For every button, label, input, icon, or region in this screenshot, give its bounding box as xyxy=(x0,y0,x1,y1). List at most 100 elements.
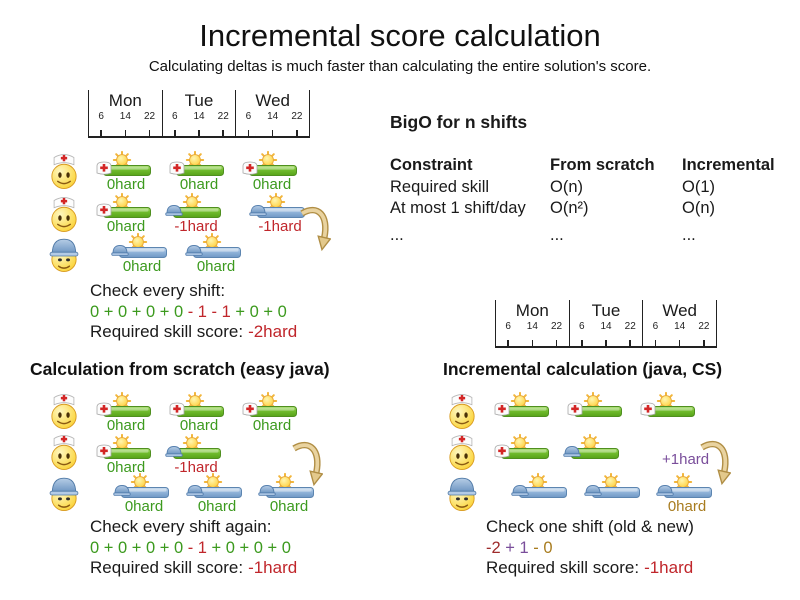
bigo-cell: Required skill xyxy=(390,177,490,196)
check-title: Check every shift again: xyxy=(90,517,272,536)
shift-chip xyxy=(496,391,552,433)
hour-label: 22 xyxy=(698,321,710,332)
score-label: Required skill score: xyxy=(90,322,244,341)
bigo-section: BigO for n shifts Constraint From scratc… xyxy=(390,112,792,246)
nurse-emoji xyxy=(46,194,82,234)
sum-green: + 0 + 0 + 0 xyxy=(206,539,291,557)
builder-emoji xyxy=(46,234,82,274)
curved-arrow-icon xyxy=(291,441,323,493)
bigo-cell: O(1) xyxy=(682,177,715,196)
nurse-cap-icon xyxy=(168,401,186,416)
score-line: Required skill score: -2hard xyxy=(90,322,297,342)
shift-chip xyxy=(569,391,625,433)
curved-arrow-icon xyxy=(299,206,331,258)
bigo-table: Constraint From scratch Incremental Requ… xyxy=(390,155,792,246)
nurse-emoji xyxy=(444,432,480,472)
day-label: Tue xyxy=(591,301,621,320)
tick-mark xyxy=(247,130,250,136)
helmet-icon xyxy=(249,202,267,217)
bigo-heading: BigO for n shifts xyxy=(390,112,528,132)
helmet-icon xyxy=(563,443,581,458)
shift-chip xyxy=(587,472,643,514)
tick-mark xyxy=(605,340,607,346)
sum-red: -2 xyxy=(486,539,501,557)
shift-chip: -1hard xyxy=(249,192,308,235)
timeline-day-tue: Tue 6 14 22 xyxy=(161,90,236,136)
bigo-cell: O(n) xyxy=(550,177,583,196)
tick-mark xyxy=(124,130,127,136)
helmet-icon xyxy=(511,482,529,497)
nurse-cap-icon xyxy=(95,443,113,458)
hour-label: 14 xyxy=(674,321,686,332)
tick-mark xyxy=(507,340,509,346)
check-title: Check one shift (old & new) xyxy=(486,517,694,536)
nurse-cap-icon xyxy=(95,202,113,217)
shift-chip: 0hard xyxy=(98,391,154,434)
helmet-icon xyxy=(113,482,131,497)
tick-mark xyxy=(148,130,151,136)
curved-arrow-icon xyxy=(699,440,731,492)
bigo-cell: ... xyxy=(682,225,696,244)
scratch-heading: Calculation from scratch (easy java) xyxy=(30,359,330,379)
shift-score: 0hard xyxy=(124,498,164,515)
timeline-day-wed: Wed 6 14 22 xyxy=(642,300,718,346)
shift-score: 0hard xyxy=(122,258,162,275)
shift-score: -1hard xyxy=(174,218,218,235)
hour-label: 6 xyxy=(98,111,104,122)
tick-mark xyxy=(581,340,583,346)
score-value: -1hard xyxy=(644,558,694,577)
shift-chip: 0hard xyxy=(188,232,244,275)
shift-score: -1hard xyxy=(258,218,302,235)
hour-label: 14 xyxy=(600,321,612,332)
bigo-cell: ... xyxy=(390,225,404,244)
page-title: Incremental score calculation xyxy=(199,18,601,53)
shift-score: 0hard xyxy=(197,498,237,515)
tick-mark xyxy=(271,130,274,136)
shift-chip: 0hard xyxy=(95,433,154,476)
score-value: -2hard xyxy=(248,322,298,341)
helmet-icon xyxy=(258,482,276,497)
tick-mark xyxy=(531,340,534,346)
helmet-icon xyxy=(656,482,674,497)
shift-chip: 0hard xyxy=(114,232,170,275)
tick-mark xyxy=(678,340,681,346)
shift-score: 0hard xyxy=(179,176,219,193)
shift-chip: 0hard xyxy=(244,391,300,434)
helmet-icon xyxy=(584,482,602,497)
shift-score: 0hard xyxy=(269,498,309,515)
shift-score: 0hard xyxy=(106,176,146,193)
shift-score: 0hard xyxy=(252,176,292,193)
hour-label: 22 xyxy=(624,321,636,332)
nurse-cap-icon xyxy=(95,160,113,175)
sum-red: - 1 - 1 xyxy=(183,303,231,321)
hour-label: 6 xyxy=(172,111,178,122)
shift-score: 0hard xyxy=(667,498,707,515)
shift-chip xyxy=(514,472,570,514)
hour-label: 6 xyxy=(245,111,252,122)
timeline-day-wed: Wed 6 14 22 xyxy=(235,90,311,136)
tick-mark xyxy=(222,130,224,136)
shift-score: -1hard xyxy=(174,459,218,476)
shift-score: 0hard xyxy=(252,417,292,434)
nurse-cap-icon xyxy=(241,160,259,175)
tick-mark xyxy=(703,340,705,346)
shift-chip: -1hard xyxy=(168,192,224,235)
hour-label: 22 xyxy=(550,321,563,332)
sum-line: -2 + 1 - 0 xyxy=(486,539,553,558)
check-title: Check every shift: xyxy=(90,281,226,300)
helmet-icon xyxy=(186,482,204,497)
score-label: Required skill score: xyxy=(90,558,244,577)
timeline-day-tue: Tue 6 14 22 xyxy=(568,300,643,346)
timeline-day-mon: Mon 6 14 22 xyxy=(88,90,162,136)
shift-chip: -1hard xyxy=(168,433,224,476)
nurse-emoji xyxy=(46,391,82,431)
score-line: Required skill score: -1hard xyxy=(486,558,693,578)
score-value: -1hard xyxy=(248,558,298,577)
tick-mark xyxy=(555,340,558,346)
hour-label: 14 xyxy=(193,111,205,122)
score-label: Required skill score: xyxy=(486,558,640,577)
day-label: Mon xyxy=(515,301,549,320)
hour-label: 22 xyxy=(291,111,303,122)
shift-chip xyxy=(496,433,552,475)
bigo-cell: O(n²) xyxy=(550,199,589,217)
